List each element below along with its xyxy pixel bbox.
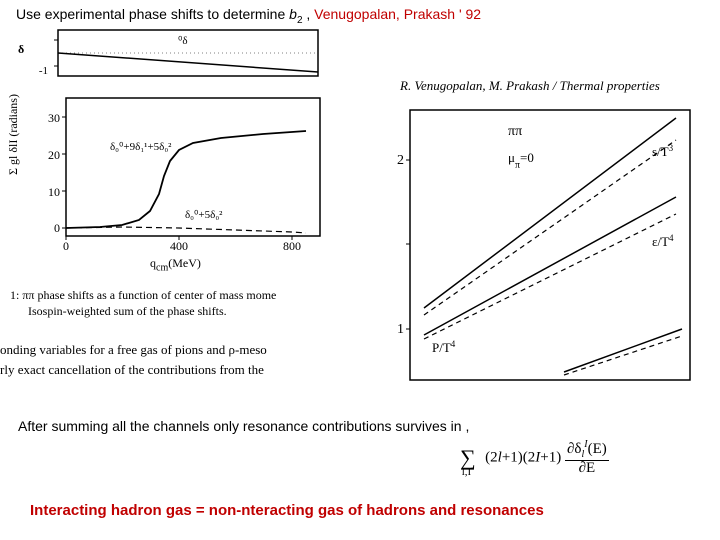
mid-xtick-1: 400 [170,239,188,252]
header-sep: , [303,6,315,22]
formula: ∑l,I(2l+1)(2I+1) ∂δlI(E)∂E [460,440,609,476]
conclusion-text: Interacting hadron gas = non-nteracting … [30,502,544,519]
caption-line1: 1: ππ phase shifts as a function of cent… [10,288,276,302]
top-chart-inside-label: ⁰δ [178,35,188,47]
header-prefix: Use experimental phase shifts to determi… [16,6,289,22]
mid-chart-xlabel: qcm(MeV) [150,256,201,273]
header-ref: Venugopalan, Prakash ' 92 [314,6,481,22]
left-caption: 1: ππ phase shifts as a function of cent… [10,288,350,319]
right-chart: 1 2 ππ μπ=0 s/T3 ε/T4 P/T4 [370,100,700,390]
cut-paragraph: onding variables for a free gas of pions… [0,340,346,379]
right-ytick-0: 1 [397,322,404,337]
cut-line2: rly exact cancellation of the contributi… [0,362,264,377]
mid-chart: 0 10 20 30 0 400 800 [28,92,328,252]
mid-xtick-2: 800 [283,239,301,252]
mid-ytick-1: 10 [48,185,60,199]
mid-label-2: δ₀⁰+5δ₀² [185,208,222,221]
right-ytick-1: 2 [397,153,404,168]
top-chart: -1 ⁰δ [28,28,328,84]
top-chart-ylabel: δ [18,42,24,57]
right-header: R. Venugopalan, M. Prakash / Thermal pro… [400,78,660,94]
mid-chart-ylabel: Σ gl δlI (radians) [6,94,21,175]
cut-line1: onding variables for a free gas of pions… [0,342,267,357]
mid-xtick-0: 0 [63,239,69,252]
mid-ytick-3: 30 [48,111,60,125]
header-line: Use experimental phase shifts to determi… [16,6,481,26]
mid-ytick-0: 0 [54,221,60,235]
right-annot-pipi: ππ [508,124,522,139]
top-ytick-lo: -1 [39,65,48,77]
formula-sub: l,I [462,466,471,478]
mid-ytick-2: 20 [48,148,60,162]
after-summing-text: After summing all the channels only reso… [18,418,469,434]
header-var: b [289,6,297,22]
mid-label-1: δ₀⁰+9δ₁¹+5δ₀² [110,140,171,153]
caption-line2: Isospin-weighted sum of the phase shifts… [10,304,227,318]
